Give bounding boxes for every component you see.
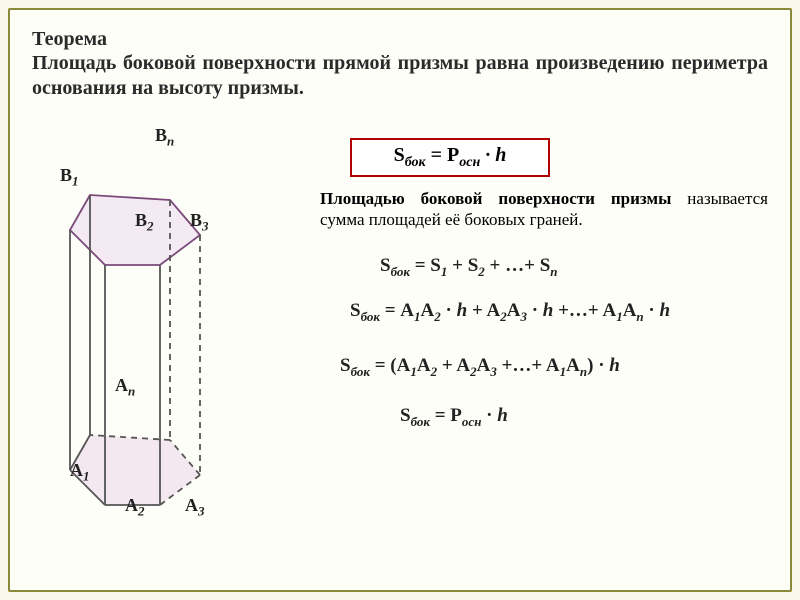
main-formula-box: Sбок = Pосн · h (350, 138, 550, 177)
vertex-label-A3: A3 (185, 495, 205, 520)
vertex-label-A2: A2 (125, 495, 145, 520)
vertex-label-B3: B3 (190, 210, 209, 235)
slide-frame: Теорема Площадь боковой поверхности прям… (8, 8, 792, 592)
equation-3: Sбок = (A1A2 + A2A3 +…+ A1An) · h (340, 355, 770, 380)
formula-eq: = P (431, 144, 460, 166)
vertex-label-B1: B1 (60, 165, 79, 190)
theorem-title: Теорема (32, 28, 768, 51)
vertex-label-B2: B2 (135, 210, 154, 235)
vertex-label-Bn: Bn (155, 125, 174, 150)
vertex-label-An: An (115, 375, 135, 400)
theorem-block: Теорема Площадь боковой поверхности прям… (32, 28, 768, 101)
equation-2: Sбок = A1A2 · h + A2A3 · h +…+ A1An · h (350, 300, 770, 324)
equation-4: Sбок = Pосн · h (400, 405, 770, 430)
formula-lhs: Sбок (394, 144, 426, 166)
vertex-label-A1: A1 (70, 460, 90, 485)
prism-figure: Bn B1 B2 B3 An A1 A2 A3 (40, 125, 290, 555)
definition-text: Площадью боковой поверхности призмы назы… (320, 188, 768, 231)
theorem-text: Площадь боковой поверхности прямой призм… (32, 51, 768, 101)
equation-1: Sбок = S1 + S2 + …+ Sn (380, 255, 770, 280)
